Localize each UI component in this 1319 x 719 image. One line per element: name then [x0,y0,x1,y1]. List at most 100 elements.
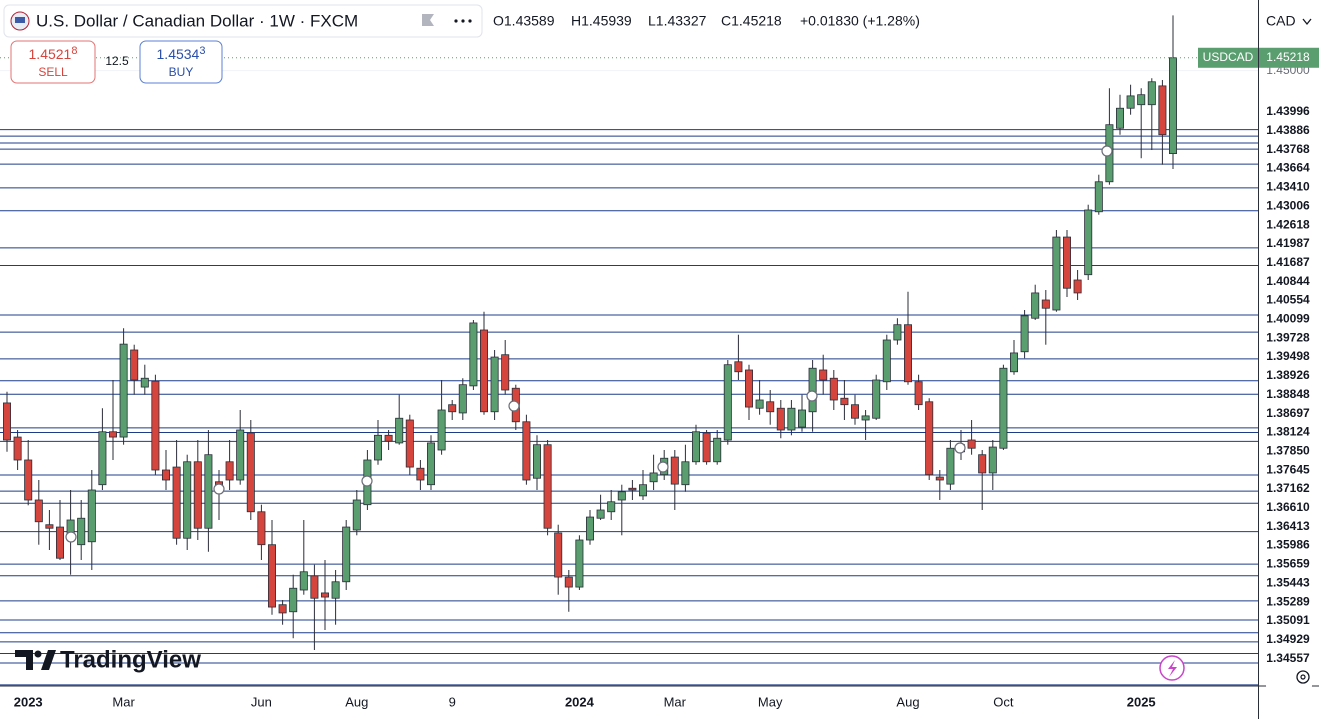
brand-logo [15,650,56,670]
currency-button[interactable]: CAD [1266,13,1296,29]
candle-body [617,491,626,501]
price-level-label: 1.41687 [1266,255,1310,269]
candle-body [469,322,478,387]
ohlc-high: H1.45939 [571,13,632,29]
candle-body [352,499,361,531]
buy-button[interactable] [139,40,223,84]
candle-body [564,576,573,588]
candle-body [713,437,722,463]
candle-body [872,379,881,419]
candle-body [342,526,351,583]
candle-body [575,539,584,588]
price-level-label: 1.43410 [1266,180,1310,194]
candle-body [77,517,86,546]
candle-body [257,511,266,546]
candle-body [373,434,382,461]
candle-body [448,404,457,413]
brand-name: TradingView [60,646,201,673]
candle-body [914,381,923,406]
price-level-label: 1.35986 [1266,538,1310,552]
settings-button[interactable] [1296,670,1310,684]
price-level-label: 1.36610 [1266,500,1310,514]
event-marker[interactable] [65,531,77,543]
candle-body [395,417,404,444]
price-level-label: 1.38926 [1266,368,1310,382]
price-level-label: 1.37850 [1266,443,1310,457]
x-tick-label: 9 [449,694,456,709]
buy-label: BUY [169,65,194,79]
buy-price-pip: 3 [199,45,205,57]
price-level-label: 1.35091 [1266,613,1310,627]
price-level-label: 1.37162 [1266,481,1310,495]
candle-body [1116,107,1125,129]
sell-button[interactable] [10,40,96,84]
settings-icon [1300,674,1306,680]
candle-body [3,402,11,441]
candle-body [999,367,1008,449]
candle-body [586,516,595,541]
candle-body [533,444,542,479]
price-level-label: 1.37645 [1266,462,1310,476]
ohlc-change: +0.01830 (+1.28%) [800,13,920,29]
price-level-label: 1.36413 [1266,519,1310,533]
candle-body [819,369,828,381]
candle-body [554,532,563,578]
x-tick-label: Jun [251,694,272,709]
event-marker[interactable] [1101,145,1113,157]
candle-body [808,367,817,413]
candle-body [522,421,531,481]
last-price-label: 1.45218 [1266,50,1310,64]
candle-body [183,461,192,539]
candle-body [946,447,955,485]
more-button[interactable] [454,19,472,23]
price-level-label: 1.35289 [1266,594,1310,608]
candle-body [501,354,510,391]
candle-body [204,454,213,529]
candle-body [130,349,139,381]
price-level-label: 1.42618 [1266,217,1310,231]
candle-body [278,604,287,614]
event-marker[interactable] [361,475,373,487]
price-level-label: 1.43886 [1266,123,1310,137]
candle-body [904,324,913,383]
event-marker[interactable] [213,483,225,495]
candle-body [161,469,170,481]
candle-body [13,436,22,461]
symbol-tag-label: USDCAD [1203,50,1254,64]
event-marker[interactable] [954,442,966,454]
flag-icon[interactable] [422,14,434,26]
candle-body [851,404,860,419]
x-tick-label: Mar [112,694,135,709]
symbol-icon-flag [15,17,25,23]
candle-body [24,459,33,501]
candle-body [649,472,658,483]
candle-body [426,442,435,486]
ohlc-close: C1.45218 [721,13,782,29]
candle-body [246,432,255,513]
candle-body [172,466,181,539]
alert-icon [1168,660,1177,677]
candle-body [479,329,488,413]
x-tick-label: May [758,694,783,709]
candle-body [299,571,308,591]
candle-body [978,454,987,474]
candle-body [109,431,118,438]
event-marker[interactable] [806,390,818,402]
candle-body [988,446,997,474]
event-marker[interactable] [508,400,520,412]
candle-body [267,544,276,608]
candle-body [87,489,96,543]
price-level-label: 1.43768 [1266,142,1310,156]
candle-body [639,484,648,497]
sell-price: 1.45218 [29,45,78,62]
candle-body [1063,236,1072,289]
chart-title[interactable]: U.S. Dollar / Canadian Dollar · 1W · FXC… [36,11,358,30]
candle-body [1020,315,1029,353]
candle-body [416,467,425,481]
candle-body [225,461,234,481]
candle-body [702,432,711,463]
event-marker[interactable] [657,461,669,473]
price-level-label: 1.38848 [1266,387,1310,401]
